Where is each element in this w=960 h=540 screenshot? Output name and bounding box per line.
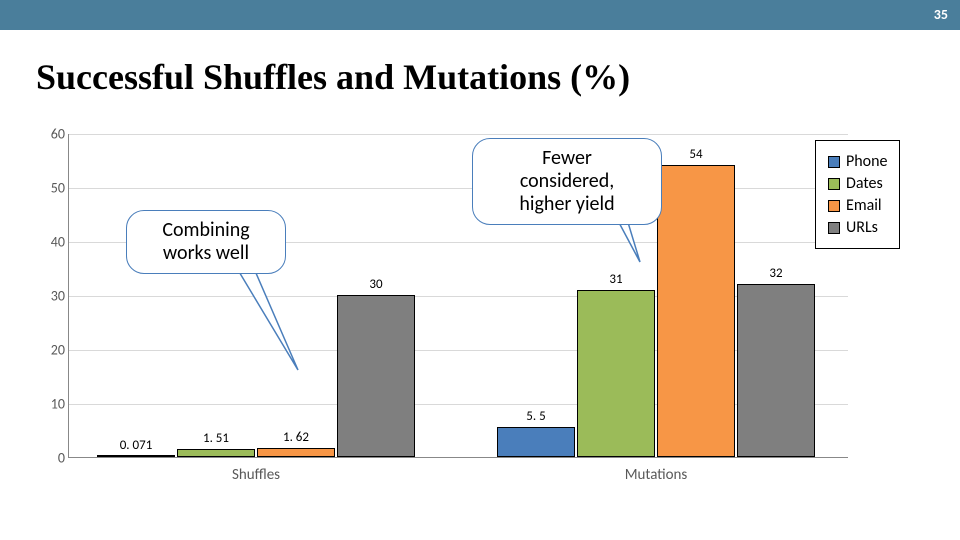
plot-region: 01020304050600. 0711. 511. 6230Shuffles5… (68, 134, 848, 458)
y-tick-label: 60 (41, 126, 65, 143)
slide-title: Successful Shuffles and Mutations (%) (36, 56, 630, 98)
legend-item-phone: Phone (828, 152, 887, 171)
bar-mutations-email (657, 165, 735, 457)
callout-line: Fewer (489, 147, 645, 170)
y-tick-label: 30 (41, 288, 65, 305)
legend-label: Email (846, 196, 882, 215)
bar-value-label: 31 (586, 272, 646, 287)
legend-swatch (828, 178, 840, 190)
y-tick-label: 0 (41, 450, 65, 467)
bar-mutations-phone (497, 427, 575, 457)
y-tick-label: 50 (41, 180, 65, 197)
bar-value-label: 1. 62 (266, 430, 326, 445)
bar-shuffles-email (257, 448, 335, 457)
bar-value-label: 1. 51 (186, 431, 246, 446)
legend-swatch (828, 200, 840, 212)
topbar (0, 0, 960, 30)
bar-mutations-urls (737, 284, 815, 457)
bar-mutations-dates (577, 290, 655, 457)
slide: 35 Successful Shuffles and Mutations (%)… (0, 0, 960, 540)
y-tick-label: 20 (41, 342, 65, 359)
callout-fewer: Fewerconsidered,higher yield (472, 138, 662, 225)
x-category-label: Shuffles (97, 466, 415, 484)
legend-swatch (828, 156, 840, 168)
legend-item-dates: Dates (828, 174, 887, 193)
bar-shuffles-urls (337, 295, 415, 457)
bar-shuffles-phone (97, 455, 175, 457)
bar-shuffles-dates (177, 449, 255, 457)
callout-line: Combining (143, 219, 269, 242)
callout-combining: Combiningworks well (126, 210, 286, 274)
callout-line: considered, (489, 170, 645, 193)
legend-label: URLs (846, 218, 878, 237)
bar-value-label: 0. 071 (106, 438, 166, 453)
x-category-label: Mutations (497, 466, 815, 484)
bar-value-label: 30 (346, 277, 406, 292)
callout-line: higher yield (489, 193, 645, 216)
bar-value-label: 54 (666, 147, 726, 162)
callout-line: works well (143, 242, 269, 265)
bar-value-label: 32 (746, 266, 806, 281)
legend-label: Phone (846, 152, 887, 171)
y-tick-label: 40 (41, 234, 65, 251)
page-number: 35 (934, 6, 948, 23)
legend-swatch (828, 222, 840, 234)
y-tick-label: 10 (41, 396, 65, 413)
bar-value-label: 5. 5 (506, 409, 566, 424)
legend-item-urls: URLs (828, 218, 887, 237)
gridline (69, 134, 848, 135)
legend-item-email: Email (828, 196, 887, 215)
legend: Phone Dates Email URLs (815, 140, 900, 249)
legend-label: Dates (846, 174, 883, 193)
